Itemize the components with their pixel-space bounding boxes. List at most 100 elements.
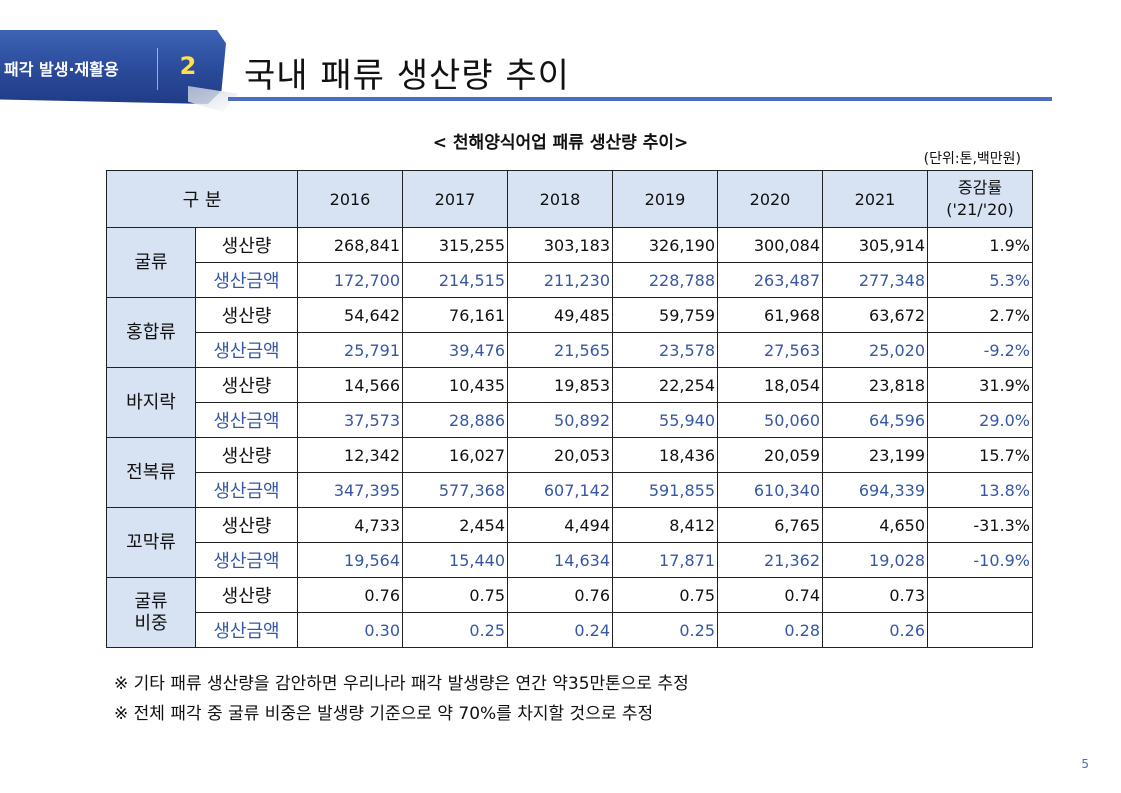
header-rate-period: ('21/'20) [946, 200, 1014, 219]
value-cell: 37,573 [297, 402, 403, 438]
value-cell: 0.73 [822, 577, 928, 613]
value-cell: 6,765 [717, 507, 823, 543]
group-name: 굴류 비중 [106, 577, 196, 648]
value-cell: 59,759 [612, 297, 718, 333]
value-cell: 18,436 [612, 437, 718, 473]
value-cell: 0.26 [822, 612, 928, 648]
metric-label: 생산량 [195, 507, 298, 543]
value-cell: 0.76 [297, 577, 403, 613]
section-divider [157, 48, 158, 90]
group-name: 굴류 [106, 227, 196, 298]
value-cell: 0.30 [297, 612, 403, 648]
table-row: 홍합류 생산량 54,642 76,161 49,485 59,759 61,968 63,6… [106, 297, 1033, 368]
value-cell: 0.24 [507, 612, 613, 648]
value-cell: 326,190 [612, 227, 718, 263]
header-year-2017: 2017 [402, 170, 508, 228]
table-header-row: 구 분 2016 2017 2018 2019 2020 2021 증감률 ('… [106, 170, 1033, 228]
header-rate: 증감률 ('21/'20) [927, 170, 1033, 228]
group-name: 전복류 [106, 437, 196, 508]
rate-cell [927, 612, 1033, 648]
value-cell: 20,053 [507, 437, 613, 473]
group-name: 홍합류 [106, 297, 196, 368]
value-cell: 607,142 [507, 472, 613, 508]
value-cell: 16,027 [402, 437, 508, 473]
value-cell: 76,161 [402, 297, 508, 333]
table-row: 생산금액 19,564 15,440 14,634 17,871 21,362 19,028… [107, 542, 1033, 578]
metric-label: 생산량 [195, 577, 298, 613]
value-cell: 4,494 [507, 507, 613, 543]
table-row: 전복류 생산량 12,342 16,027 20,053 18,436 20,059 23,1… [106, 437, 1033, 508]
value-cell: 0.25 [612, 612, 718, 648]
value-cell: 0.75 [402, 577, 508, 613]
header-year-2019: 2019 [612, 170, 718, 228]
metric-label: 생산량 [195, 437, 298, 473]
rate-cell: 2.7% [927, 297, 1033, 333]
value-cell: 0.28 [717, 612, 823, 648]
title-rule [228, 97, 1052, 101]
group-name: 꼬막류 [106, 507, 196, 578]
rate-cell: 1.9% [927, 227, 1033, 263]
value-cell: 19,564 [297, 542, 403, 578]
value-cell: 211,230 [507, 262, 613, 298]
table-row: 생산금액 347,395 577,368 607,142 591,855 610,340 6… [107, 472, 1033, 508]
value-cell: 50,060 [717, 402, 823, 438]
value-cell: 21,565 [507, 332, 613, 368]
value-cell: 263,487 [717, 262, 823, 298]
value-cell: 27,563 [717, 332, 823, 368]
header-year-2020: 2020 [717, 170, 823, 228]
value-cell: 610,340 [717, 472, 823, 508]
unit-note: (단위:톤,백만원) [923, 151, 1021, 167]
value-cell: 8,412 [612, 507, 718, 543]
table-row: 굴류 비중 생산량 0.76 0.75 0.76 0.75 0.74 0.73 [106, 577, 1033, 648]
value-cell: 0.74 [717, 577, 823, 613]
value-cell: 14,566 [297, 367, 403, 403]
metric-label: 생산금액 [195, 542, 298, 578]
value-cell: 305,914 [822, 227, 928, 263]
table-body: 굴류 생산량 268,841 315,255 303,183 326,190 300,084… [106, 227, 1033, 648]
header-rate-label: 증감률 [957, 178, 1003, 197]
value-cell: 0.75 [612, 577, 718, 613]
header-year-2016: 2016 [297, 170, 403, 228]
production-table: 구 분 2016 2017 2018 2019 2020 2021 증감률 ('… [106, 170, 1033, 648]
value-cell: 19,853 [507, 367, 613, 403]
rate-cell: -31.3% [927, 507, 1033, 543]
value-cell: 54,642 [297, 297, 403, 333]
table-row: 꼬막류 생산량 4,733 2,454 4,494 8,412 6,765 4,650 -31.… [106, 507, 1033, 578]
header-year-2018: 2018 [507, 170, 613, 228]
rate-cell: -9.2% [927, 332, 1033, 368]
value-cell: 64,596 [822, 402, 928, 438]
value-cell: 20,059 [717, 437, 823, 473]
table-title: < 천해양식어업 패류 생산량 추이> [432, 133, 689, 153]
value-cell: 591,855 [612, 472, 718, 508]
table-row: 바지락 생산량 14,566 10,435 19,853 22,254 18,054 23,8… [106, 367, 1033, 438]
section-label: 패각 발생·재활용 [4, 60, 119, 79]
value-cell: 18,054 [717, 367, 823, 403]
value-cell: 577,368 [402, 472, 508, 508]
table-row: 생산금액 37,573 28,886 50,892 55,940 50,060 64,596… [107, 402, 1033, 438]
value-cell: 4,650 [822, 507, 928, 543]
value-cell: 268,841 [297, 227, 403, 263]
value-cell: 2,454 [402, 507, 508, 543]
value-cell: 19,028 [822, 542, 928, 578]
table-row: 굴류 생산량 268,841 315,255 303,183 326,190 300,084… [106, 227, 1033, 298]
value-cell: 49,485 [507, 297, 613, 333]
value-cell: 17,871 [612, 542, 718, 578]
value-cell: 172,700 [297, 262, 403, 298]
value-cell: 23,578 [612, 332, 718, 368]
value-cell: 15,440 [402, 542, 508, 578]
value-cell: 694,339 [822, 472, 928, 508]
page-number: 5 [1081, 757, 1089, 771]
rate-cell: 29.0% [927, 402, 1033, 438]
table-row: 생산금액 25,791 39,476 21,565 23,578 27,563 25,020… [107, 332, 1033, 368]
value-cell: 25,020 [822, 332, 928, 368]
value-cell: 4,733 [297, 507, 403, 543]
rate-cell: 5.3% [927, 262, 1033, 298]
section-number: 2 [179, 52, 197, 80]
value-cell: 22,254 [612, 367, 718, 403]
value-cell: 25,791 [297, 332, 403, 368]
header-category: 구 분 [106, 170, 298, 228]
value-cell: 39,476 [402, 332, 508, 368]
value-cell: 50,892 [507, 402, 613, 438]
group-name: 바지락 [106, 367, 196, 438]
rate-cell: 13.8% [927, 472, 1033, 508]
